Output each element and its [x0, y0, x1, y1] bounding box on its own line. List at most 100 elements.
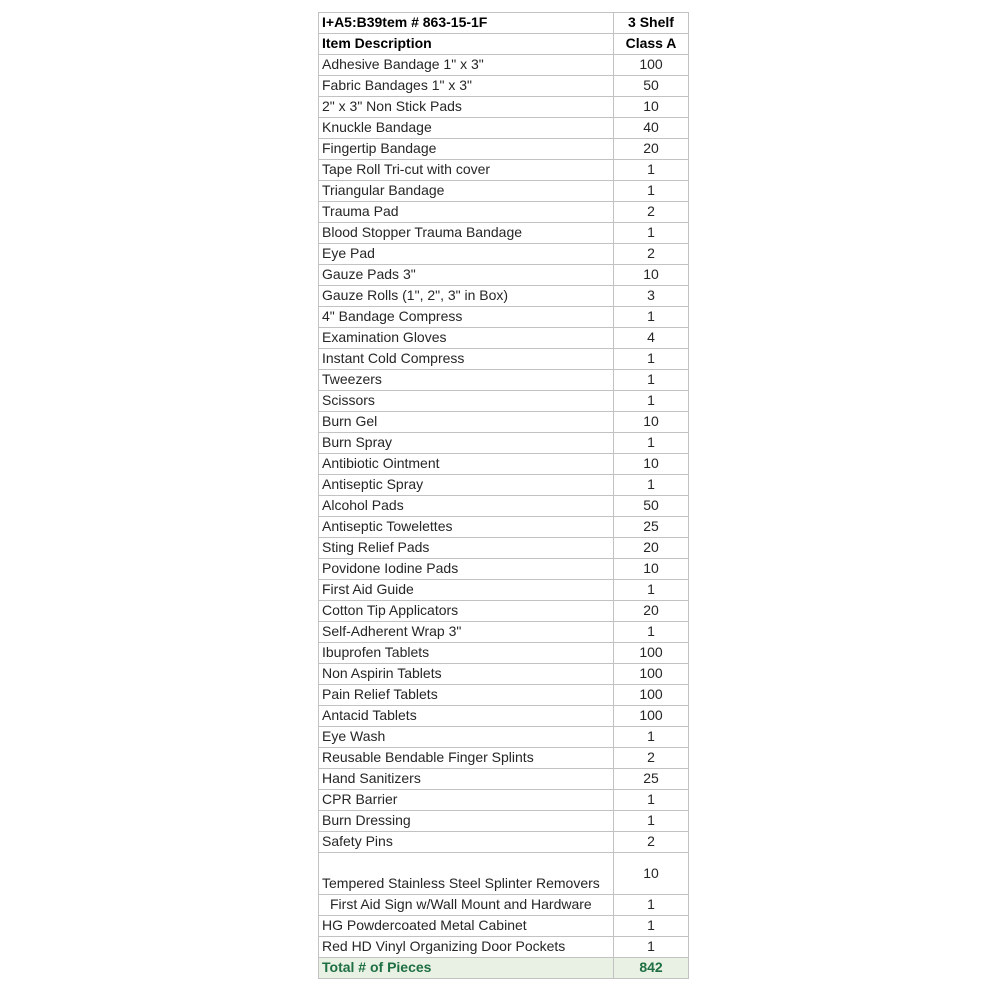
item-cell[interactable]: Antiseptic Towelettes	[318, 516, 614, 538]
item-cell[interactable]: Povidone Iodine Pads	[318, 558, 614, 580]
item-cell[interactable]: Red HD Vinyl Organizing Door Pockets	[318, 936, 614, 958]
qty-cell[interactable]: 1	[613, 726, 689, 748]
qty-cell[interactable]: 10	[613, 411, 689, 433]
qty-cell[interactable]: 10	[613, 96, 689, 118]
inventory-table: I+A5:B39tem # 863-15-1F 3 Shelf Item Des…	[318, 12, 689, 979]
item-cell[interactable]: HG Powdercoated Metal Cabinet	[318, 915, 614, 937]
qty-cell[interactable]: 1	[613, 390, 689, 412]
item-code-header-cell[interactable]: I+A5:B39tem # 863-15-1F	[318, 12, 614, 34]
item-cell[interactable]: Examination Gloves	[318, 327, 614, 349]
qty-cell[interactable]: 3	[613, 285, 689, 307]
qty-cell[interactable]: 1	[613, 579, 689, 601]
qty-cell[interactable]: 50	[613, 495, 689, 517]
item-cell[interactable]: Eye Pad	[318, 243, 614, 265]
qty-cell[interactable]: 100	[613, 663, 689, 685]
item-cell[interactable]: Knuckle Bandage	[318, 117, 614, 139]
qty-cell[interactable]: 100	[613, 684, 689, 706]
shelf-header-cell[interactable]: 3 Shelf	[613, 12, 689, 34]
qty-cell[interactable]: 1	[613, 621, 689, 643]
item-cell[interactable]: Adhesive Bandage 1" x 3"	[318, 54, 614, 76]
qty-cell[interactable]: 25	[613, 768, 689, 790]
item-cell[interactable]: Eye Wash	[318, 726, 614, 748]
qty-cell[interactable]: 1	[613, 936, 689, 958]
qty-cell[interactable]: 40	[613, 117, 689, 139]
qty-cell[interactable]: 1	[613, 348, 689, 370]
qty-cell[interactable]: 2	[613, 747, 689, 769]
item-cell[interactable]: 4" Bandage Compress	[318, 306, 614, 328]
item-cell[interactable]: Sting Relief Pads	[318, 537, 614, 559]
item-cell[interactable]: First Aid Guide	[318, 579, 614, 601]
item-cell[interactable]: 2" x 3" Non Stick Pads	[318, 96, 614, 118]
item-cell[interactable]: Gauze Pads 3"	[318, 264, 614, 286]
item-cell[interactable]: Self-Adherent Wrap 3"	[318, 621, 614, 643]
qty-cell[interactable]: 100	[613, 642, 689, 664]
qty-cell[interactable]: 4	[613, 327, 689, 349]
qty-cell[interactable]: 2	[613, 831, 689, 853]
qty-cell[interactable]: 2	[613, 243, 689, 265]
item-cell[interactable]: Hand Sanitizers	[318, 768, 614, 790]
item-cell[interactable]: Blood Stopper Trauma Bandage	[318, 222, 614, 244]
qty-cell[interactable]: 1	[613, 474, 689, 496]
item-cell[interactable]: Fabric Bandages 1" x 3"	[318, 75, 614, 97]
item-cell[interactable]: Antibiotic Ointment	[318, 453, 614, 475]
qty-cell[interactable]: 25	[613, 516, 689, 538]
item-cell[interactable]: Burn Spray	[318, 432, 614, 454]
item-cell[interactable]: Reusable Bendable Finger Splints	[318, 747, 614, 769]
item-cell[interactable]: Antiseptic Spray	[318, 474, 614, 496]
table-row: Tempered Stainless Steel Splinter Remove…	[318, 852, 689, 895]
item-cell[interactable]: Trauma Pad	[318, 201, 614, 223]
total-label-cell[interactable]: Total # of Pieces	[318, 957, 614, 979]
qty-cell[interactable]: 20	[613, 600, 689, 622]
qty-cell[interactable]: 20	[613, 537, 689, 559]
item-cell[interactable]: Triangular Bandage	[318, 180, 614, 202]
item-cell[interactable]: Burn Dressing	[318, 810, 614, 832]
item-cell[interactable]: Non Aspirin Tablets	[318, 663, 614, 685]
qty-cell[interactable]: 1	[613, 789, 689, 811]
qty-cell[interactable]: 10	[613, 453, 689, 475]
qty-cell[interactable]: 50	[613, 75, 689, 97]
qty-cell[interactable]: 100	[613, 705, 689, 727]
item-cell[interactable]: Gauze Rolls (1", 2", 3" in Box)	[318, 285, 614, 307]
qty-cell[interactable]: 10	[613, 852, 689, 895]
item-cell[interactable]: Ibuprofen Tablets	[318, 642, 614, 664]
item-cell[interactable]: Alcohol Pads	[318, 495, 614, 517]
item-cell[interactable]: CPR Barrier	[318, 789, 614, 811]
class-header-cell[interactable]: Class A	[613, 33, 689, 55]
item-cell[interactable]: Tweezers	[318, 369, 614, 391]
table-row: 4" Bandage Compress 1	[318, 306, 689, 328]
table-row: Eye Wash 1	[318, 726, 689, 748]
table-row: Tape Roll Tri-cut with cover 1	[318, 159, 689, 181]
qty-cell[interactable]: 10	[613, 558, 689, 580]
item-cell[interactable]: Tempered Stainless Steel Splinter Remove…	[318, 852, 614, 895]
item-cell[interactable]: Tape Roll Tri-cut with cover	[318, 159, 614, 181]
qty-cell[interactable]: 1	[613, 159, 689, 181]
table-row: Povidone Iodine Pads 10	[318, 558, 689, 580]
qty-cell[interactable]: 1	[613, 432, 689, 454]
qty-cell[interactable]: 2	[613, 201, 689, 223]
header-row: I+A5:B39tem # 863-15-1F 3 Shelf	[318, 12, 689, 34]
item-cell[interactable]: Pain Relief Tablets	[318, 684, 614, 706]
total-value-cell[interactable]: 842	[613, 957, 689, 979]
total-row: Total # of Pieces 842	[318, 957, 689, 979]
qty-cell[interactable]: 1	[613, 369, 689, 391]
item-cell[interactable]: Burn Gel	[318, 411, 614, 433]
qty-cell[interactable]: 10	[613, 264, 689, 286]
qty-cell[interactable]: 1	[613, 222, 689, 244]
qty-cell[interactable]: 1	[613, 915, 689, 937]
qty-cell[interactable]: 1	[613, 894, 689, 916]
item-cell[interactable]: Scissors	[318, 390, 614, 412]
item-cell[interactable]: Instant Cold Compress	[318, 348, 614, 370]
item-description-header-cell[interactable]: Item Description	[318, 33, 614, 55]
item-cell[interactable]: Safety Pins	[318, 831, 614, 853]
item-cell[interactable]: First Aid Sign w/Wall Mount and Hardware	[318, 894, 614, 916]
qty-cell[interactable]: 20	[613, 138, 689, 160]
qty-cell[interactable]: 1	[613, 810, 689, 832]
item-cell[interactable]: Antacid Tablets	[318, 705, 614, 727]
table-row: Ibuprofen Tablets 100	[318, 642, 689, 664]
item-cell[interactable]: Cotton Tip Applicators	[318, 600, 614, 622]
table-row: Eye Pad 2	[318, 243, 689, 265]
qty-cell[interactable]: 100	[613, 54, 689, 76]
qty-cell[interactable]: 1	[613, 306, 689, 328]
item-cell[interactable]: Fingertip Bandage	[318, 138, 614, 160]
qty-cell[interactable]: 1	[613, 180, 689, 202]
